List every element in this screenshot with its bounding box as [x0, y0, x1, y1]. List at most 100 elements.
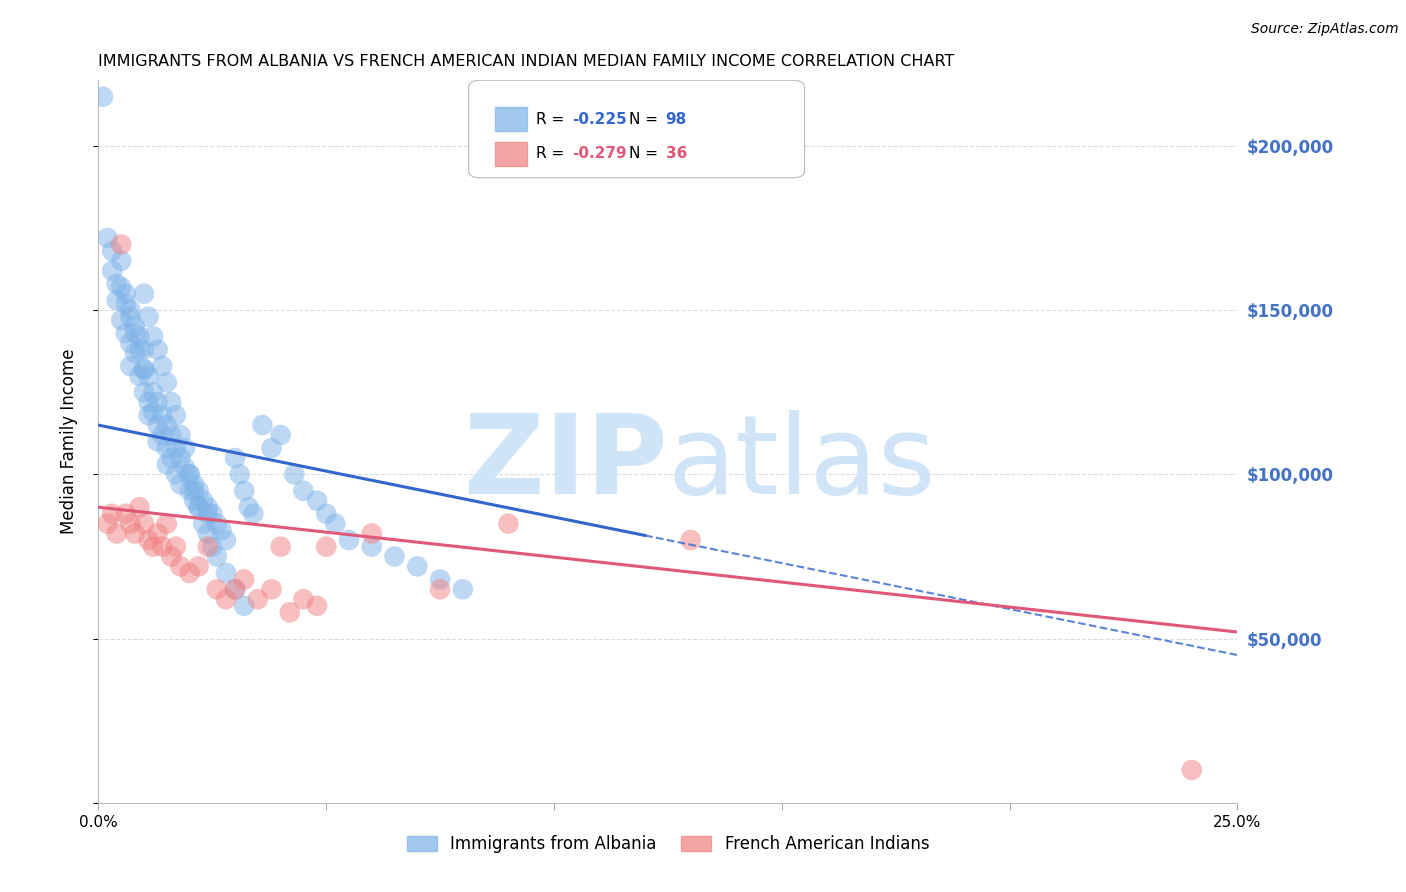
- Point: [114, 326, 136, 341]
- Point: [96, 516, 118, 531]
- Point: [142, 405, 165, 419]
- Point: [110, 313, 132, 327]
- Point: [252, 418, 274, 433]
- Point: [160, 395, 183, 409]
- Text: -0.225: -0.225: [572, 112, 627, 127]
- Point: [120, 310, 142, 324]
- Point: [278, 605, 301, 619]
- Point: [142, 385, 165, 400]
- Point: [156, 376, 179, 390]
- Point: [96, 231, 118, 245]
- Point: [105, 277, 128, 291]
- Point: [315, 507, 337, 521]
- Bar: [495, 142, 527, 166]
- Point: [132, 362, 155, 376]
- Point: [120, 516, 142, 531]
- Point: [205, 516, 228, 531]
- Point: [138, 368, 160, 383]
- Point: [270, 428, 292, 442]
- Point: [193, 516, 215, 531]
- Point: [150, 359, 173, 373]
- Point: [124, 526, 146, 541]
- Point: [179, 566, 201, 580]
- Point: [679, 533, 702, 547]
- Point: [197, 507, 219, 521]
- Point: [160, 450, 183, 465]
- Point: [124, 346, 146, 360]
- Point: [201, 540, 224, 554]
- Point: [179, 467, 201, 482]
- Point: [132, 516, 155, 531]
- Point: [315, 540, 337, 554]
- Point: [179, 483, 201, 498]
- Point: [209, 523, 232, 537]
- Point: [429, 573, 451, 587]
- Text: Source: ZipAtlas.com: Source: ZipAtlas.com: [1251, 22, 1399, 37]
- Point: [142, 329, 165, 343]
- Point: [1181, 763, 1204, 777]
- Point: [242, 507, 264, 521]
- Point: [260, 582, 283, 597]
- Point: [283, 467, 305, 482]
- Point: [183, 483, 205, 498]
- Point: [307, 493, 329, 508]
- Point: [128, 343, 150, 357]
- Point: [132, 362, 155, 376]
- Point: [360, 540, 382, 554]
- Point: [292, 592, 315, 607]
- Bar: [495, 107, 527, 131]
- Point: [110, 253, 132, 268]
- Point: [179, 467, 201, 482]
- Point: [146, 526, 169, 541]
- Text: ZIP: ZIP: [464, 409, 668, 516]
- Point: [105, 293, 128, 308]
- Point: [132, 343, 155, 357]
- Point: [101, 264, 124, 278]
- Point: [197, 500, 219, 515]
- Point: [114, 296, 136, 310]
- Point: [233, 573, 256, 587]
- Point: [224, 582, 246, 597]
- Point: [142, 540, 165, 554]
- Point: [114, 507, 136, 521]
- Point: [307, 599, 329, 613]
- Point: [169, 450, 191, 465]
- Point: [337, 533, 360, 547]
- Point: [160, 428, 183, 442]
- Point: [246, 592, 269, 607]
- Point: [120, 336, 142, 351]
- Point: [174, 441, 197, 455]
- Point: [146, 343, 169, 357]
- Point: [156, 418, 179, 433]
- Point: [270, 540, 292, 554]
- Point: [150, 428, 173, 442]
- Text: atlas: atlas: [668, 409, 936, 516]
- Point: [323, 516, 346, 531]
- Point: [128, 500, 150, 515]
- FancyBboxPatch shape: [468, 80, 804, 178]
- Point: [183, 493, 205, 508]
- Point: [160, 549, 183, 564]
- Point: [187, 559, 209, 574]
- Point: [165, 540, 187, 554]
- Point: [429, 582, 451, 597]
- Point: [201, 507, 224, 521]
- Point: [110, 237, 132, 252]
- Point: [260, 441, 283, 455]
- Point: [197, 526, 219, 541]
- Point: [197, 540, 219, 554]
- Text: IMMIGRANTS FROM ALBANIA VS FRENCH AMERICAN INDIAN MEDIAN FAMILY INCOME CORRELATI: IMMIGRANTS FROM ALBANIA VS FRENCH AMERIC…: [98, 54, 955, 70]
- Point: [150, 540, 173, 554]
- Point: [110, 280, 132, 294]
- Point: [128, 329, 150, 343]
- Point: [124, 326, 146, 341]
- Point: [292, 483, 315, 498]
- Point: [132, 385, 155, 400]
- Point: [165, 441, 187, 455]
- Point: [101, 244, 124, 258]
- Point: [156, 516, 179, 531]
- Point: [169, 428, 191, 442]
- Point: [174, 460, 197, 475]
- Point: [120, 359, 142, 373]
- Text: R =: R =: [536, 146, 569, 161]
